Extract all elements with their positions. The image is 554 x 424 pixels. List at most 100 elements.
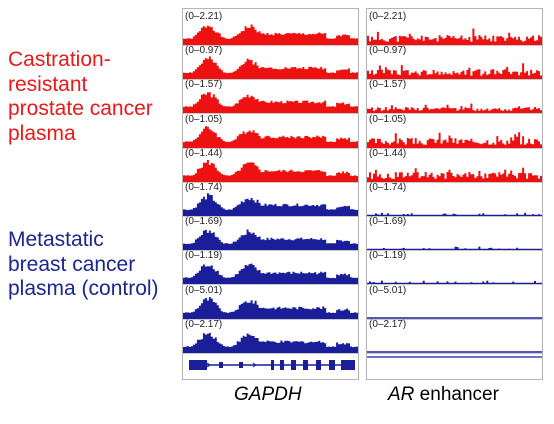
exon-block — [189, 360, 207, 370]
signal-track-plot — [183, 296, 358, 319]
track-divider — [367, 318, 542, 320]
signal-area — [367, 63, 542, 80]
signal-track: (0–2.17) — [367, 319, 542, 353]
signal-area — [183, 263, 358, 285]
signal-track-plot — [183, 125, 358, 148]
track-range-label: (0–2.17) — [185, 318, 223, 330]
signal-area — [367, 280, 542, 285]
signal-track-plot — [367, 212, 542, 216]
signal-area — [183, 56, 358, 80]
track-range-label: (0–1.19) — [185, 250, 223, 262]
exon-block — [329, 360, 335, 370]
group-label-line: plasma (control) — [8, 277, 159, 300]
signal-track: (0–2.21) — [367, 11, 542, 45]
track-range-label: (0–1.74) — [369, 182, 407, 193]
track-range-label: (0–1.19) — [369, 250, 407, 262]
track-divider — [367, 352, 542, 354]
strand-arrow — [252, 362, 257, 368]
group-label-line: plasma — [8, 121, 76, 145]
track-divider — [183, 79, 358, 81]
group-label-line: resistant — [8, 72, 88, 96]
signal-track-plot — [367, 63, 542, 80]
signal-track-plot — [183, 229, 358, 251]
signal-area — [183, 24, 358, 45]
track-divider — [367, 79, 542, 81]
signal-track: (0–1.69) — [183, 216, 358, 251]
signal-area — [183, 193, 358, 216]
track-range-label: (0–1.44) — [185, 147, 223, 159]
group-label-line: Metastatic — [8, 228, 104, 251]
group-label-prostate: Castration- resistant prostate cancer pl… — [8, 48, 153, 146]
track-divider — [183, 284, 358, 286]
track-range-label: (0–5.01) — [369, 284, 407, 296]
track-range-label: (0–1.05) — [185, 113, 223, 125]
signal-track-plot — [183, 24, 358, 45]
signal-track: (0–1.44) — [183, 148, 358, 182]
signal-track-plot — [183, 193, 358, 216]
track-divider — [183, 250, 358, 252]
ar-enhancer-panel: (0–2.21) (0–0.97) (0–1.57) (0–1.05) (0–1.44)… — [366, 8, 543, 380]
signal-track: (0–0.97) — [367, 45, 542, 80]
track-divider — [183, 147, 358, 149]
exon-block — [316, 360, 321, 370]
ar-caption-rest: enhancer — [414, 384, 499, 405]
empty-gene-plot — [367, 356, 542, 358]
gapdh-caption-gene: GAPDH — [234, 384, 302, 405]
signal-track: (0–1.19) — [367, 250, 542, 285]
track-divider — [183, 318, 358, 320]
signal-track: (0–1.05) — [367, 114, 542, 148]
ar-caption: AR enhancer — [388, 384, 499, 406]
gapdh-caption: GAPDH — [234, 384, 302, 406]
track-divider — [367, 147, 542, 149]
signal-track: (0–5.01) — [367, 285, 542, 319]
group-label-breast: Metastatic breast cancer plasma (control… — [8, 228, 159, 302]
gene-model-plot — [189, 360, 355, 370]
track-range-label: (0–1.57) — [185, 79, 223, 91]
ar-caption-gene: AR — [388, 384, 415, 405]
signal-area — [367, 212, 542, 216]
track-divider — [367, 181, 542, 183]
signal-track: (0–1.05) — [183, 114, 358, 148]
group-label-line: Castration- — [8, 48, 111, 71]
signal-track-plot — [183, 263, 358, 285]
track-range-label: (0–1.05) — [369, 113, 407, 125]
empty-gene-track — [367, 355, 542, 377]
signal-area — [183, 92, 358, 114]
track-range-label: (0–0.97) — [369, 45, 407, 57]
exon-block — [280, 360, 284, 370]
track-range-label: (0–2.21) — [369, 11, 407, 22]
signal-area — [367, 167, 542, 182]
signal-track: (0–1.74) — [183, 182, 358, 216]
signal-track-plot — [367, 103, 542, 114]
track-range-label: (0–2.21) — [185, 11, 223, 22]
track-range-label: (0–1.44) — [369, 147, 407, 159]
track-divider — [367, 216, 542, 217]
exon-block — [239, 362, 243, 368]
track-divider — [183, 352, 358, 354]
strand-arrow — [206, 362, 211, 368]
signal-track-plot — [367, 28, 542, 45]
track-range-label: (0–1.57) — [369, 79, 407, 91]
track-range-label: (0–1.69) — [369, 216, 407, 228]
track-divider — [367, 45, 542, 46]
signal-track-plot — [367, 131, 542, 148]
track-range-label: (0–0.97) — [185, 45, 223, 57]
signal-track: (0–2.21) — [183, 11, 358, 45]
signal-track-plot — [367, 246, 542, 251]
signal-track: (0–5.01) — [183, 285, 358, 319]
signal-area — [367, 103, 542, 114]
track-range-label: (0–2.17) — [369, 318, 407, 330]
group-label-line: prostate cancer — [8, 97, 153, 120]
exon-block — [219, 362, 223, 368]
track-divider — [183, 181, 358, 183]
gene-model-track — [183, 355, 358, 377]
exon-block — [271, 360, 274, 370]
signal-track-plot — [367, 316, 542, 319]
signal-track: (0–1.19) — [183, 250, 358, 285]
track-range-label: (0–1.69) — [185, 216, 223, 228]
track-divider — [183, 113, 358, 115]
group-label-line: breast cancer — [8, 252, 136, 276]
signal-area — [183, 296, 358, 319]
signal-area — [183, 159, 358, 182]
signal-track-plot — [183, 159, 358, 182]
